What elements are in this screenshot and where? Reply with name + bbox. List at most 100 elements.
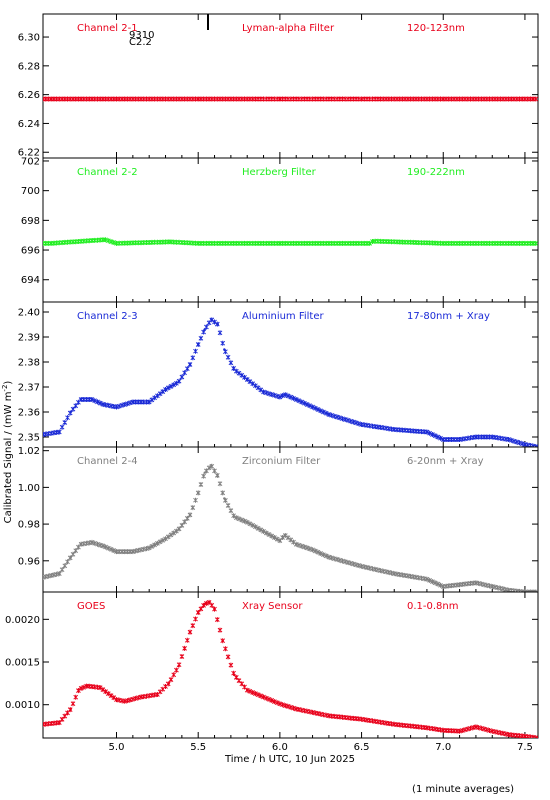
data-point	[442, 438, 445, 441]
x-tick-label: 7.0	[435, 742, 451, 753]
panel-filter-label: Aluminium Filter	[242, 311, 325, 322]
data-point	[311, 405, 314, 409]
data-point	[262, 530, 265, 533]
data-point	[210, 318, 213, 321]
data-point	[278, 702, 282, 706]
panel-band-label: 190-222nm	[407, 167, 465, 178]
data-point	[295, 398, 298, 401]
y-tick-label: 1.00	[18, 483, 40, 494]
data-point	[216, 323, 220, 326]
data-point	[85, 684, 89, 688]
data-point	[523, 443, 527, 446]
y-tick-label: 696	[21, 246, 40, 257]
panel-1: 6.22 6.24 6.26 6.28 6.30 Channel 2-1 Lyman-alp…	[18, 13, 539, 159]
y-tick-label: 0.0020	[5, 615, 40, 626]
data-point	[223, 497, 226, 500]
panels: 6.22 6.24 6.26 6.28 6.30 Channel 2-1 Lyman-alp…	[5, 13, 539, 739]
data-point	[169, 240, 172, 244]
x-tick-label: 7.5	[517, 742, 533, 753]
data-point	[507, 733, 510, 736]
series-markers	[43, 317, 538, 447]
data-point	[156, 693, 159, 696]
data-point	[90, 398, 94, 401]
data-point	[208, 601, 211, 604]
y-axis-title: Calibrated Signal / (mW m-2)	[1, 381, 14, 524]
data-point	[196, 97, 200, 101]
data-point	[442, 242, 445, 245]
data-point	[360, 718, 363, 721]
data-point	[79, 543, 82, 546]
data-point	[115, 698, 118, 701]
y-tick-label: 0.0015	[5, 658, 40, 669]
data-point	[49, 242, 53, 245]
data-point	[327, 714, 331, 718]
data-point	[196, 343, 200, 346]
y-axis-title-sup: -2	[1, 385, 9, 392]
panel-frame	[42, 446, 539, 593]
data-point	[103, 238, 107, 241]
y-tick-label: 0.98	[18, 520, 40, 531]
y-tick-label: 0.96	[18, 556, 40, 567]
data-point	[278, 539, 282, 542]
panel-channel-label: Channel 2-2	[77, 167, 138, 178]
data-point	[216, 475, 220, 478]
data-point	[283, 533, 286, 537]
panel-filter-label: Lyman-alpha Filter	[242, 23, 335, 34]
data-point	[474, 581, 478, 585]
data-point	[327, 555, 331, 559]
data-point	[458, 729, 461, 733]
y-tick-label: 6.28	[18, 61, 40, 72]
data-points	[43, 96, 538, 102]
data-point	[278, 395, 282, 399]
y-tick-label: 2.37	[18, 383, 40, 394]
data-point	[203, 471, 206, 474]
data-point	[278, 242, 282, 245]
data-point	[371, 239, 375, 243]
data-point	[69, 410, 72, 414]
panel-filter-label: Zirconium Filter	[242, 456, 321, 467]
data-points	[43, 237, 538, 246]
data-point	[131, 400, 135, 404]
data-point	[58, 430, 61, 434]
series-markers	[43, 463, 538, 592]
y-tick-label: 0.0010	[5, 700, 40, 711]
data-point	[393, 572, 396, 575]
data-point	[360, 565, 363, 568]
data-point	[246, 521, 249, 524]
data-point	[442, 97, 445, 101]
panel-channel-label: Channel 2-3	[77, 311, 138, 322]
data-point	[196, 242, 200, 245]
data-point	[246, 378, 249, 381]
data-point	[425, 430, 429, 434]
data-point	[102, 403, 105, 406]
y-tick-label: 2.39	[18, 333, 40, 344]
data-point	[77, 688, 81, 691]
data-point	[58, 572, 61, 575]
y-tick-label: 2.38	[18, 358, 40, 369]
data-point	[360, 423, 363, 426]
y-tick-label: 6.22	[18, 148, 40, 159]
data-point	[69, 707, 72, 711]
panel-channel-label: Channel 2-1	[77, 23, 138, 34]
data-point	[98, 686, 102, 689]
data-point	[295, 707, 298, 711]
y-tick-label: 694	[21, 275, 40, 286]
data-point	[79, 398, 82, 401]
data-point	[458, 583, 461, 586]
x-tick-label: 6.5	[354, 742, 370, 753]
y-tick-label: 6.30	[18, 33, 40, 44]
y-tick-label: 698	[21, 216, 40, 227]
panel-3: 2.35 2.36 2.37 2.38 2.39 2.40 Channel 2-3 Alumi…	[18, 301, 539, 448]
data-point	[295, 543, 298, 546]
data-point	[164, 537, 167, 540]
panel-band-label: 17-80nm + Xray	[407, 311, 490, 322]
data-point	[507, 438, 510, 441]
data-point	[491, 435, 494, 439]
data-point	[115, 405, 118, 409]
y-tick-label: 6.24	[18, 119, 40, 130]
data-point	[507, 588, 510, 592]
panel-band-label: 120-123nm	[407, 23, 465, 34]
data-point	[232, 673, 236, 677]
data-point	[262, 695, 265, 699]
